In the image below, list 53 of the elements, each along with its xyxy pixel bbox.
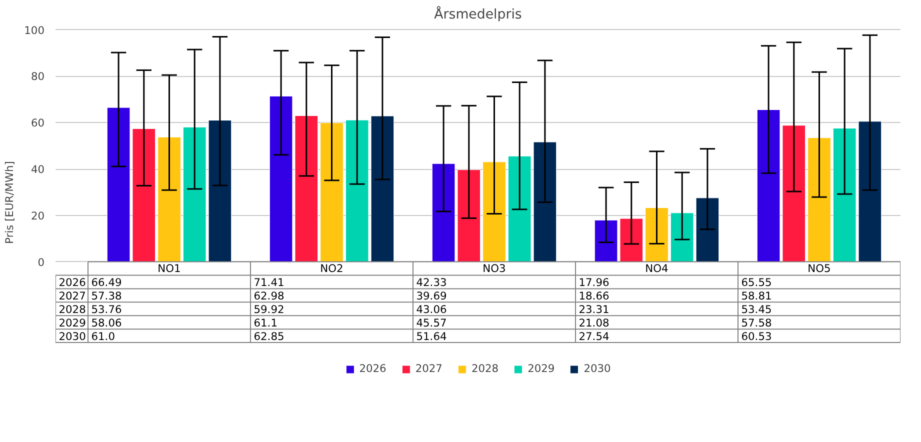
legend-label: 2027 — [415, 362, 442, 375]
data-label: 61.1 — [254, 316, 278, 330]
legend-label: 2028 — [471, 362, 499, 375]
text: 2028 — [58, 302, 86, 316]
x-tick-label: NO2 — [320, 262, 344, 276]
data-label: 57.58 — [741, 316, 772, 330]
data-label: 60.53 — [741, 330, 772, 343]
data-label: 23.31 — [578, 302, 610, 316]
bar — [808, 138, 831, 262]
y-tick-label: 0 — [38, 256, 45, 269]
data-label: 61.0 — [91, 330, 116, 343]
x-tick-label: NO5 — [808, 262, 831, 276]
data-label: 45.57 — [416, 316, 447, 330]
legend-label: 2030 — [584, 362, 611, 375]
data-label: 71.41 — [254, 276, 284, 289]
data-label: 59.92 — [254, 302, 284, 316]
text: 2029 — [58, 316, 86, 330]
data-label: 65.55 — [741, 276, 772, 289]
data-label: 62.85 — [254, 330, 284, 343]
y-tick-label: 100 — [24, 24, 45, 37]
y-tick-label: 40 — [30, 163, 45, 176]
y-tick-label: 60 — [30, 116, 45, 130]
data-label: 51.64 — [416, 330, 447, 343]
data-label: 58.81 — [741, 289, 772, 302]
data-label: 17.96 — [578, 276, 610, 289]
y-tick-label: 80 — [30, 70, 45, 84]
bar — [320, 122, 344, 262]
data-label: 57.38 — [91, 289, 122, 302]
data-label: 66.49 — [91, 276, 122, 289]
data-label: 39.69 — [416, 289, 447, 302]
x-tick-label: NO3 — [482, 262, 506, 276]
x-tick-label: NO1 — [158, 262, 181, 276]
x-tick-label: NO4 — [645, 262, 669, 276]
legend-label: 2029 — [528, 362, 555, 375]
y-tick-label: 20 — [30, 209, 45, 222]
data-label: 53.76 — [91, 302, 122, 316]
data-label: 18.66 — [578, 289, 610, 302]
data-label: 21.08 — [578, 316, 610, 330]
text: 2026 — [58, 276, 86, 289]
text: 2027 — [58, 289, 86, 302]
data-label: 62.98 — [254, 289, 284, 302]
data-label: 42.33 — [416, 276, 447, 289]
bar — [482, 162, 506, 262]
legend-label: 2026 — [359, 362, 386, 375]
chart-title: Årsmedelpris — [434, 6, 522, 22]
data-label: 58.06 — [91, 316, 122, 330]
text: 2030 — [58, 330, 86, 343]
bar — [158, 136, 181, 262]
data-label: 27.54 — [578, 330, 610, 343]
bar — [645, 207, 668, 262]
y-axis-title: Pris [EUR/MWh] — [3, 161, 16, 244]
data-label: 53.45 — [741, 302, 772, 316]
data-label: 43.06 — [416, 302, 447, 316]
